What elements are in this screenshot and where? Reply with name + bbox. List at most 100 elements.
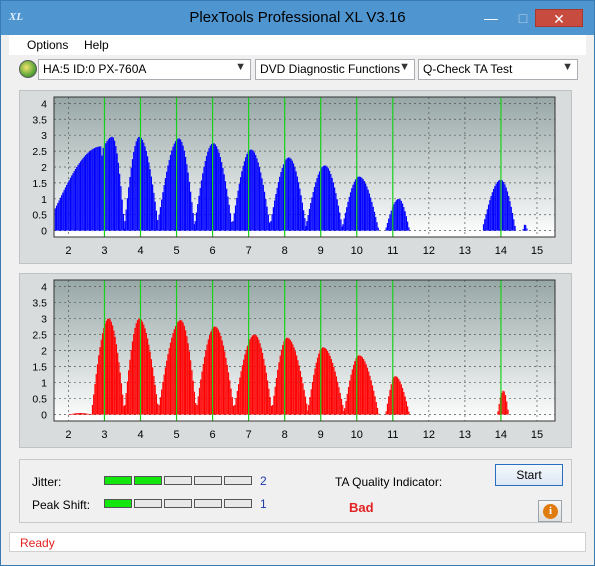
- data-bar: [144, 328, 146, 415]
- data-bar: [103, 327, 105, 415]
- data-bar: [405, 216, 407, 231]
- data-bar: [484, 219, 486, 231]
- x-tick-label: 6: [210, 245, 216, 257]
- data-bar: [203, 166, 205, 231]
- data-bar: [150, 176, 152, 231]
- data-bar: [401, 203, 404, 231]
- data-bar: [298, 182, 300, 231]
- data-bar: [318, 171, 321, 231]
- data-bar: [341, 226, 343, 231]
- minimize-button[interactable]: —: [484, 10, 498, 26]
- data-bar: [121, 199, 123, 231]
- data-bar: [268, 222, 271, 231]
- data-bar: [221, 162, 223, 231]
- y-tick-label: 2.5: [32, 146, 47, 158]
- level-segment: [224, 499, 252, 508]
- peak-shift-label: Peak Shift:: [32, 498, 91, 512]
- data-bar: [304, 396, 307, 415]
- toolbar: HA:5 ID:0 PX-760A ▼ DVD Diagnostic Funct…: [9, 55, 586, 85]
- x-tick-label: 13: [459, 429, 471, 441]
- data-bar: [158, 404, 160, 415]
- data-bar: [349, 192, 352, 231]
- data-bar: [169, 342, 172, 415]
- data-bar: [57, 203, 59, 231]
- data-bar: [330, 173, 332, 231]
- data-bar: [96, 364, 99, 415]
- data-bar: [83, 156, 85, 231]
- data-bar: [375, 401, 377, 415]
- menu-help[interactable]: Help: [84, 38, 109, 52]
- data-bar: [257, 162, 259, 231]
- data-bar: [289, 157, 291, 231]
- x-tick-label: 13: [459, 245, 471, 257]
- data-bar: [245, 349, 247, 415]
- jitter-level-meter: [104, 476, 254, 486]
- data-bar: [503, 391, 505, 415]
- level-segment: [104, 476, 132, 485]
- test-select[interactable]: Q-Check TA Test ▼: [418, 59, 578, 80]
- data-bar: [113, 330, 115, 415]
- data-bar: [106, 141, 108, 231]
- close-button[interactable]: ✕: [535, 9, 583, 27]
- data-bar: [174, 326, 177, 415]
- data-bar: [251, 149, 253, 231]
- data-bar: [154, 201, 156, 231]
- data-bar: [513, 219, 515, 231]
- data-bar: [123, 406, 125, 415]
- data-bar: [138, 318, 140, 415]
- data-bar: [75, 413, 78, 415]
- data-bar: [258, 167, 261, 231]
- data-bar: [95, 373, 97, 415]
- data-bar: [487, 204, 490, 231]
- data-bar: [98, 146, 101, 231]
- data-bar: [310, 203, 312, 231]
- data-bar: [261, 178, 263, 231]
- menu-options[interactable]: Options: [27, 38, 69, 52]
- data-bar: [259, 343, 261, 415]
- data-bar: [214, 326, 216, 415]
- level-segment: [134, 499, 162, 508]
- data-bar: [92, 148, 94, 231]
- data-bar: [344, 408, 346, 415]
- data-bar: [311, 381, 314, 415]
- y-tick-label: 4: [41, 98, 47, 110]
- drive-select[interactable]: HA:5 ID:0 PX-760A ▼: [38, 59, 251, 80]
- y-tick-label: 2.5: [32, 329, 47, 341]
- x-tick-label: 5: [173, 429, 179, 441]
- data-bar: [178, 138, 180, 231]
- y-tick-label: 1: [41, 194, 47, 206]
- data-bar: [120, 383, 123, 415]
- data-bar: [265, 372, 267, 415]
- start-button[interactable]: Start: [495, 464, 563, 486]
- data-bar: [408, 227, 410, 231]
- data-bar: [186, 164, 188, 231]
- x-tick-label: 3: [101, 429, 107, 441]
- title-bar[interactable]: XL PlexTools Professional XL V3.16 — □ ✕: [1, 1, 594, 35]
- function-select[interactable]: DVD Diagnostic Functions ▼: [255, 59, 415, 80]
- data-bar: [340, 398, 343, 415]
- data-bar: [330, 359, 333, 415]
- level-segment: [104, 499, 132, 508]
- data-bar: [118, 362, 120, 415]
- data-bar: [511, 212, 514, 231]
- data-bar: [191, 370, 193, 415]
- data-bar: [63, 189, 65, 231]
- data-bar: [115, 146, 117, 231]
- data-bar: [172, 333, 174, 415]
- data-bar: [144, 146, 146, 231]
- data-bar: [280, 349, 283, 415]
- data-bar: [493, 188, 495, 231]
- data-bar: [193, 224, 196, 231]
- maximize-button[interactable]: □: [518, 10, 528, 26]
- data-bar: [110, 321, 112, 415]
- x-tick-label: 3: [101, 245, 107, 257]
- data-bar: [136, 138, 139, 231]
- data-bar: [525, 224, 527, 231]
- y-tick-label: 0.5: [32, 210, 47, 222]
- app-logo-icon: XL: [9, 11, 24, 23]
- data-bar: [61, 195, 63, 231]
- data-bar: [301, 202, 303, 231]
- data-bar: [358, 355, 360, 415]
- info-button[interactable]: i: [538, 500, 562, 522]
- data-bar: [268, 388, 270, 415]
